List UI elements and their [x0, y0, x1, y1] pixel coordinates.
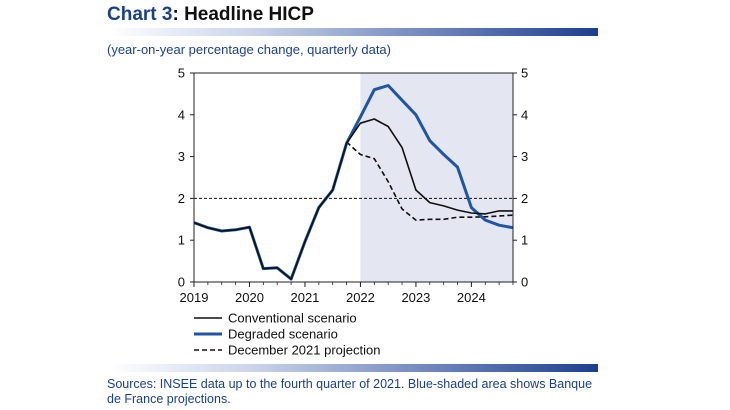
legend-label: December 2021 projection [228, 343, 380, 358]
legend-label: Degraded scenario [228, 327, 338, 342]
chart-title: Chart 3: Headline HICP [107, 4, 314, 26]
x-tick-label: 2022 [346, 290, 375, 305]
plot-frame [193, 72, 514, 283]
y-tick-label-left: 3 [178, 149, 185, 164]
title-rule [107, 28, 598, 36]
chart-subtitle: (year-on-year percentage change, quarter… [107, 42, 391, 57]
y-tick-label-right: 4 [521, 107, 528, 122]
series-line-december-2021-projection [346, 141, 514, 221]
axis-ticks: 2019 2020 2021 2022 2023 2024 0 1 2 3 4 5 0 1 2 3 4 5 [178, 66, 528, 306]
series-layer [193, 84, 514, 281]
chart-number: Chart 3 [107, 4, 173, 25]
x-tick-label: 2023 [401, 290, 430, 305]
source-note: Sources: INSEE data up to the fourth qua… [107, 377, 593, 406]
y-tick-label-left: 1 [178, 233, 185, 248]
y-tick-label-left: 5 [178, 66, 185, 81]
y-tick-label-right: 3 [521, 149, 528, 164]
y-tick-label-left: 2 [178, 191, 185, 206]
series-line-conventional-scenario [193, 118, 513, 280]
x-tick-label: 2019 [180, 290, 209, 305]
y-tick-label-right: 1 [521, 233, 528, 248]
x-tick-label: 2021 [290, 290, 319, 305]
chart-title-text: : Headline HICP [172, 4, 314, 25]
projection-shaded-area [360, 73, 513, 282]
y-tick-label-right: 5 [521, 66, 528, 81]
footer-rule [107, 364, 598, 372]
x-tick-label: 2024 [457, 290, 486, 305]
x-tick-label: 2020 [235, 290, 264, 305]
legend-label: Conventional scenario [228, 311, 357, 326]
y-tick-label-right: 0 [521, 275, 528, 290]
y-tick-label-left: 4 [178, 107, 185, 122]
y-tick-label-right: 2 [521, 191, 528, 206]
y-tick-label-left: 0 [178, 275, 185, 290]
